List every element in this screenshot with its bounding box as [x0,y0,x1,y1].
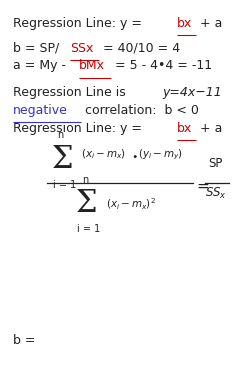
Text: y=4x−11: y=4x−11 [162,86,222,99]
Text: + a: + a [196,122,222,135]
Text: correlation:  b < 0: correlation: b < 0 [81,104,199,117]
Text: i = 1: i = 1 [77,224,100,234]
Text: = 5 - 4•4 = -11: = 5 - 4•4 = -11 [110,59,212,72]
Text: n: n [82,175,88,185]
Text: negative: negative [13,104,68,117]
Text: $(x_i - m_x)^2$: $(x_i - m_x)^2$ [106,196,156,212]
Text: SSx: SSx [70,42,94,55]
Text: Σ: Σ [76,188,98,219]
Text: = 40/10 = 4: = 40/10 = 4 [99,42,180,55]
Text: $SS_x$: $SS_x$ [205,186,227,201]
Text: $\bullet$: $\bullet$ [131,150,137,160]
Text: Regression Line: y =: Regression Line: y = [13,17,146,30]
Text: i = 1: i = 1 [53,180,76,190]
Text: SP: SP [208,157,223,170]
Text: bx: bx [177,122,192,135]
Text: Σ: Σ [52,144,74,175]
Text: bMx: bMx [79,59,104,72]
Text: Regression Line: y =: Regression Line: y = [13,122,146,135]
Text: Regression Line is: Regression Line is [13,86,134,99]
Text: $(y_i - m_y)$: $(y_i - m_y)$ [137,147,183,162]
Text: a = My -: a = My - [13,59,66,72]
Text: b =: b = [13,334,40,347]
Text: b = SP/: b = SP/ [13,42,60,55]
Text: + a: + a [196,17,222,30]
Text: =: = [197,178,210,193]
Text: n: n [57,130,63,141]
Text: $(x_i - m_x)$: $(x_i - m_x)$ [81,148,126,161]
Text: bx: bx [177,17,192,30]
